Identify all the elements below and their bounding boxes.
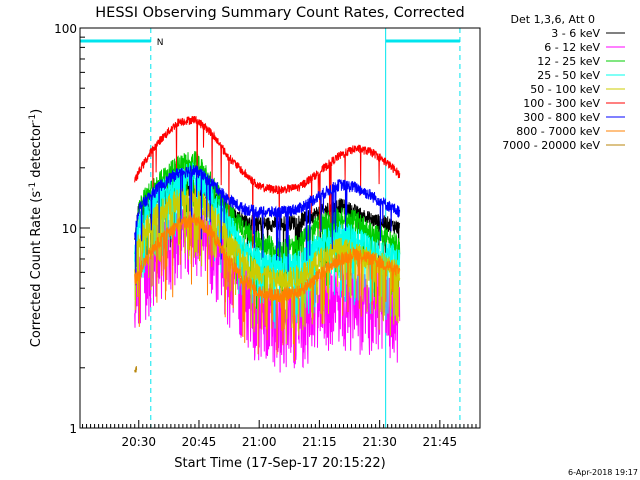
y-axis-label: Corrected Count Rate (s-1 detector-1) — [28, 109, 44, 347]
x-tick-label: 21:00 — [242, 435, 277, 449]
legend-label: 50 - 100 keV — [530, 83, 600, 96]
x-tick-label: 20:30 — [121, 435, 156, 449]
legend-label: 6 - 12 keV — [544, 41, 600, 54]
x-tick-label: 20:45 — [182, 435, 217, 449]
y-tick-label: 10 — [62, 222, 77, 236]
legend-title: Det 1,3,6, Att 0 — [511, 13, 595, 26]
legend-label: 25 - 50 keV — [537, 69, 600, 82]
x-axis: 20:30 20:45 21:00 21:15 21:30 21:45 — [82, 420, 481, 449]
series-line — [134, 366, 138, 373]
series-line — [134, 162, 401, 329]
y-tick-label: 1 — [69, 422, 77, 436]
series-line — [134, 185, 401, 344]
y-tick-label: 100 — [54, 22, 77, 36]
x-axis-label: Start Time (17-Sep-17 20:15:22) — [174, 456, 385, 471]
chart-title: HESSI Observing Summary Count Rates, Cor… — [95, 5, 464, 21]
x-tick-label: 21:45 — [423, 435, 458, 449]
night-label: N — [157, 38, 164, 48]
legend-label: 3 - 6 keV — [551, 27, 600, 40]
date-stamp: 6-Apr-2018 19:17 — [568, 468, 638, 477]
legend-label: 100 - 300 keV — [523, 97, 600, 110]
legend-label: 300 - 800 keV — [523, 111, 600, 124]
legend-label: 7000 - 20000 keV — [502, 139, 600, 152]
data-series — [134, 115, 401, 373]
x-tick-label: 21:15 — [302, 435, 337, 449]
series-line — [134, 165, 401, 286]
legend-label: 800 - 7000 keV — [516, 125, 600, 138]
series-line — [134, 213, 401, 362]
y-axis: 1 10 100 — [54, 22, 90, 436]
legend-label: 12 - 25 keV — [537, 55, 600, 68]
series-line — [134, 115, 401, 249]
x-tick-label: 21:30 — [362, 435, 397, 449]
